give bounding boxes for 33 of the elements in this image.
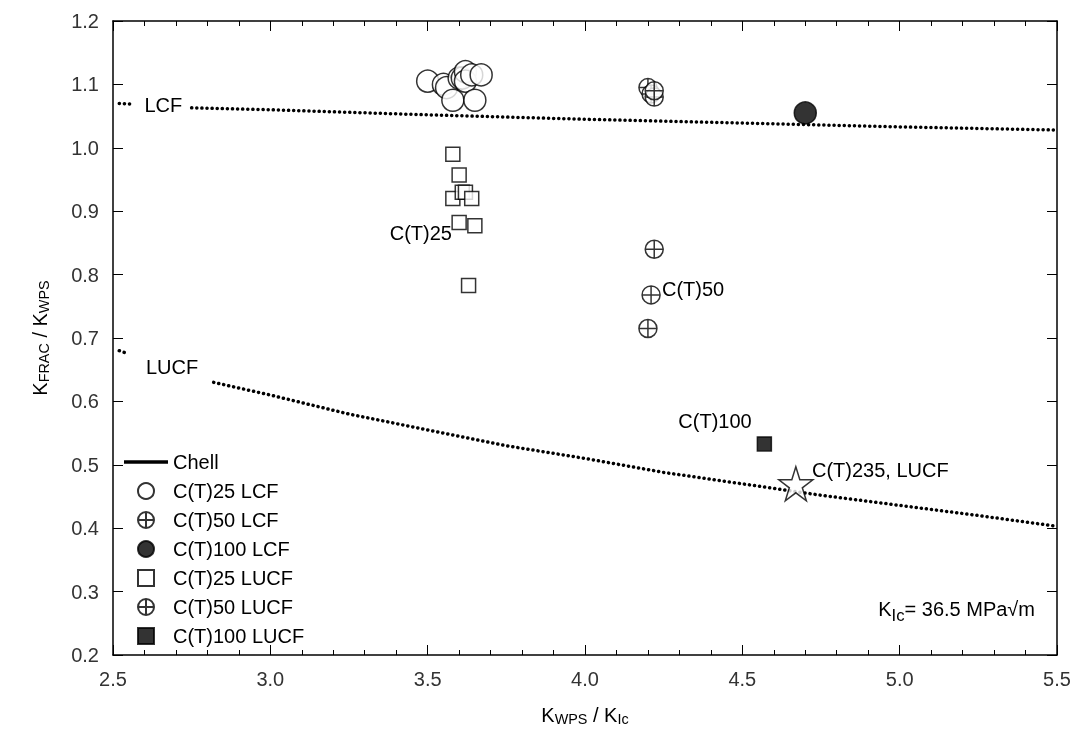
annotation: LCF bbox=[144, 93, 183, 116]
y-tick-label: 0.7 bbox=[71, 327, 99, 349]
y-tick-label: 1.2 bbox=[71, 10, 99, 32]
y-tick-label: 0.2 bbox=[71, 644, 99, 666]
annotation: C(T)25 bbox=[389, 222, 452, 244]
x-tick-label: 5.0 bbox=[885, 668, 914, 690]
y-tick-label: 0.8 bbox=[71, 263, 99, 286]
annotation: LUCF bbox=[145, 356, 199, 378]
x-tick-label: 5.5 bbox=[1043, 668, 1071, 690]
annotation: C(T)235, LUCF bbox=[812, 459, 949, 481]
x-tick-label: 2.5 bbox=[99, 668, 127, 690]
legend-label: Chell bbox=[173, 451, 219, 473]
x-tick-label: 3.5 bbox=[413, 668, 442, 690]
x-tick-label: 3.0 bbox=[256, 668, 285, 690]
y-tick-label: 0.4 bbox=[71, 517, 99, 540]
annotation: C(T)100 bbox=[678, 410, 752, 432]
legend-label: C(T)25 LCF bbox=[173, 480, 279, 502]
y-tick-label: 1.0 bbox=[71, 136, 99, 159]
x-tick-label: 4.0 bbox=[571, 668, 599, 690]
y-tick-label: 0.3 bbox=[71, 580, 99, 603]
y-tick-label: 0.5 bbox=[71, 453, 99, 476]
legend-label: C(T)50 LCF bbox=[173, 509, 279, 531]
annotation: K$_{Ic}$= 36.5 MPa√m bbox=[878, 598, 1035, 626]
y-tick-label: 0.6 bbox=[71, 390, 99, 413]
annotation: C(T)50 bbox=[662, 278, 725, 300]
legend-label: C(T)100 LUCF bbox=[173, 625, 305, 647]
y-tick-label: 0.9 bbox=[71, 200, 99, 223]
legend-label: C(T)100 LCF bbox=[173, 538, 290, 560]
legend-label: C(T)25 LUCF bbox=[173, 567, 294, 589]
y-axis-title: KFRAC / KWPS bbox=[28, 280, 52, 396]
y-tick-label: 1.1 bbox=[71, 73, 99, 96]
x-tick-label: 4.5 bbox=[728, 668, 757, 690]
legend-label: C(T)50 LUCF bbox=[173, 596, 294, 618]
